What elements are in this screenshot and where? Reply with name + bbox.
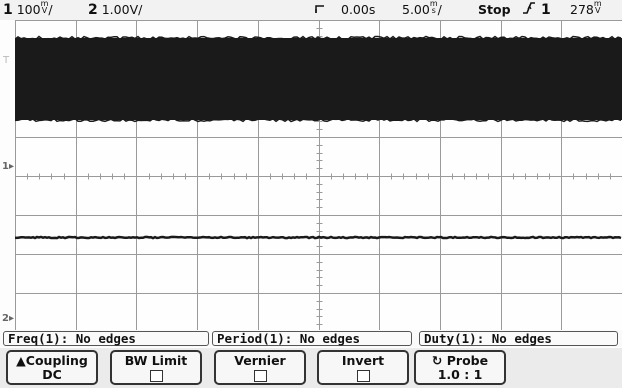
trigger-level: 278 m V (570, 0, 602, 20)
softkey-menu: ▲Coupling DC BW Limit Vernier Invert ↻ P… (0, 348, 622, 388)
graticule (15, 20, 622, 332)
bw-limit-label: BW Limit (125, 353, 188, 368)
trigger-position-icon (315, 0, 325, 21)
timebase: 5.00 m s / (402, 0, 442, 20)
invert-softkey[interactable]: Invert (317, 350, 409, 385)
rotate-knob-icon: ↻ (432, 353, 442, 368)
probe-value: 1.0 : 1 (416, 368, 504, 382)
channel-1-number: 1 (3, 2, 13, 18)
trigger-slope-icon (522, 0, 536, 22)
coupling-softkey[interactable]: ▲Coupling DC (6, 350, 98, 385)
vernier-checkbox-icon (254, 370, 267, 382)
duty-measurement: Duty(1): No edges (419, 331, 618, 346)
up-arrow-icon: ▲ (16, 353, 26, 368)
vernier-softkey[interactable]: Vernier (214, 350, 306, 385)
horizontal-delay: 0.00s (341, 0, 375, 20)
channel-1-ground-marker: 1▸ (2, 161, 14, 172)
waveform-display[interactable] (15, 20, 622, 332)
invert-label: Invert (342, 353, 384, 368)
probe-softkey-label: ↻ Probe (432, 353, 488, 368)
channel-2-scale-value: 1.00V/ (102, 2, 143, 17)
trigger-level-marker: T (3, 55, 9, 66)
channel-1-trace (15, 38, 622, 120)
coupling-softkey-label: ▲Coupling (16, 353, 88, 368)
channel-2-scale: 2 1.00V/ (88, 0, 142, 20)
channel-1-scale: 1 100 m V / (3, 0, 53, 20)
channel-2-ground-marker: 2▸ (2, 313, 14, 324)
bw-limit-checkbox-icon (150, 370, 163, 382)
run-state: Stop (478, 0, 511, 20)
vernier-label: Vernier (234, 353, 285, 368)
trigger-source: 1 (541, 0, 551, 20)
measurement-bar: Freq(1): No edges Period(1): No edges Du… (0, 330, 622, 347)
probe-softkey[interactable]: ↻ Probe 1.0 : 1 (414, 350, 506, 385)
freq-measurement: Freq(1): No edges (3, 331, 209, 346)
channel-1-unit: mV (41, 0, 49, 14)
coupling-value: DC (8, 368, 96, 382)
status-bar: 1 100 m V/ 2 1.00V/ 0.00s 5.00 m s / Stop 1 2… (0, 0, 622, 20)
channel-2-number: 2 (88, 2, 98, 18)
bw-limit-softkey[interactable]: BW Limit (110, 350, 202, 385)
period-measurement: Period(1): No edges (212, 331, 412, 346)
channel-1-scale-value: 100 (17, 2, 41, 17)
channel-2-trace (15, 237, 621, 238)
invert-checkbox-icon (357, 370, 370, 382)
